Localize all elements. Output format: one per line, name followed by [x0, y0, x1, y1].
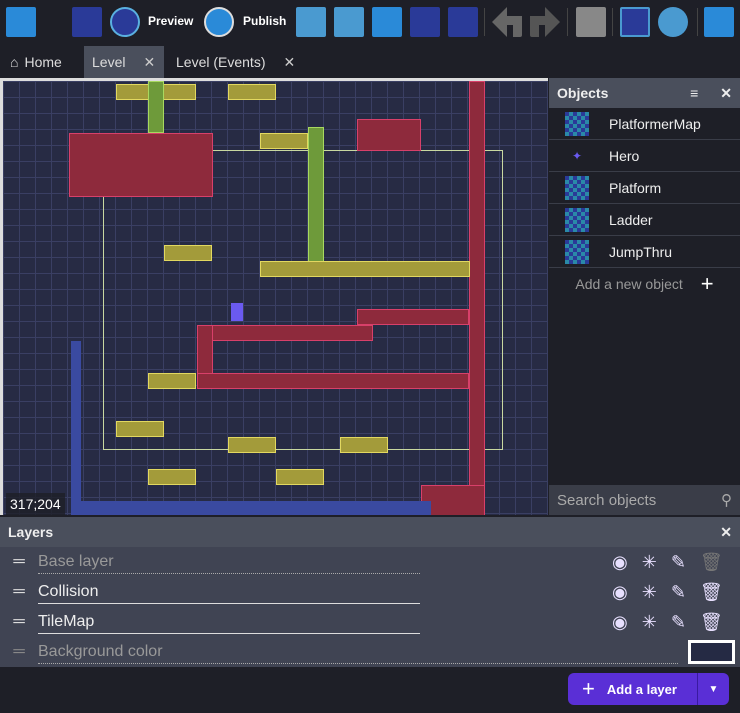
hero-sprite-icon: ✦ — [571, 148, 583, 163]
platform-instance[interactable] — [421, 485, 485, 515]
platform-instance[interactable] — [69, 133, 213, 197]
platform-instance[interactable] — [357, 309, 469, 325]
publish-icon[interactable] — [204, 7, 234, 37]
lighting-icon[interactable]: ✳ — [641, 611, 657, 632]
objects-panel-icon[interactable] — [296, 7, 326, 37]
background-color-label: Background color — [38, 640, 678, 664]
object-item[interactable]: ✦ Hero — [549, 140, 740, 172]
background-color-swatch[interactable] — [688, 640, 735, 664]
instances-list-icon[interactable] — [410, 7, 440, 37]
jumpthru-instance[interactable] — [260, 261, 470, 277]
preview-button[interactable]: Preview — [148, 14, 194, 28]
jumpthru-instance[interactable] — [276, 469, 324, 485]
scene-bounds — [103, 150, 503, 450]
grid-icon[interactable] — [620, 7, 650, 37]
delete-icon[interactable]: 🗑 — [699, 581, 723, 602]
plus-icon: + — [700, 271, 714, 296]
plus-icon: + — [582, 676, 595, 701]
tab-home[interactable]: ⌂ Home — [10, 54, 62, 70]
tiledsprite-icon — [565, 207, 589, 232]
objects-title: Objects — [557, 85, 609, 101]
visibility-icon[interactable]: ◉ — [612, 581, 628, 602]
layers-title: Layers — [8, 524, 54, 540]
layers-icon[interactable] — [448, 7, 478, 37]
visibility-icon[interactable]: ◉ — [612, 611, 628, 632]
edit-icon[interactable]: ✎ — [670, 611, 686, 632]
cursor-coordinates: 317;204 — [6, 493, 65, 515]
layer-name-input[interactable]: Collision — [38, 580, 420, 604]
object-item[interactable]: JumpThru — [549, 236, 740, 268]
delete-icon: 🗑 — [699, 551, 723, 572]
drag-handle-icon[interactable]: ═ — [13, 583, 25, 600]
project-manager-icon[interactable] — [6, 7, 36, 37]
visibility-icon[interactable]: ◉ — [612, 551, 628, 572]
layer-name-input[interactable]: TileMap — [38, 610, 420, 634]
close-tab-icon[interactable]: ✕ — [143, 53, 156, 70]
platform-instance[interactable] — [469, 81, 485, 515]
mask-icon[interactable] — [576, 7, 606, 37]
jumpthru-instance[interactable] — [228, 84, 276, 100]
objects-panel: Objects ≡ ✕ PlatformerMap ✦ Hero Platform L… — [549, 78, 740, 515]
close-icon[interactable]: ✕ — [720, 84, 732, 101]
drag-handle-icon: ═ — [13, 643, 25, 660]
tab-level[interactable]: Level ✕ — [84, 46, 164, 78]
tab-level-events[interactable]: Level (Events) ✕ — [176, 53, 296, 71]
tiledsprite-icon — [565, 239, 589, 264]
drag-handle-icon[interactable]: ═ — [13, 553, 25, 570]
home-icon: ⌂ — [10, 54, 19, 70]
object-item[interactable]: Platform — [549, 172, 740, 204]
debugger-icon[interactable] — [72, 7, 102, 37]
filter-icon[interactable]: ≡ — [690, 85, 699, 101]
search-objects-input[interactable]: Search objects ⚲ — [549, 485, 740, 515]
drag-handle-icon[interactable]: ═ — [13, 613, 25, 630]
platform-instance[interactable] — [357, 119, 421, 151]
toolbar: Preview Publish — [0, 0, 740, 46]
jumpthru-instance[interactable] — [148, 469, 196, 485]
tile-floor — [71, 501, 431, 515]
properties-icon[interactable] — [372, 7, 402, 37]
tiledsprite-icon — [565, 175, 589, 200]
hero-instance[interactable] — [231, 303, 243, 321]
layer-row: ═ Collision ◉ ✳ ✎ 🗑 — [0, 577, 740, 607]
layer-row: ═ Base layer ◉ ✳ ✎ 🗑 — [0, 547, 740, 577]
settings-icon[interactable] — [704, 7, 734, 37]
background-color-row: ═ Background color — [0, 637, 740, 667]
preview-icon[interactable] — [110, 7, 140, 37]
tile-column — [71, 341, 81, 515]
jumpthru-instance[interactable] — [260, 133, 308, 149]
undo-icon[interactable] — [492, 7, 522, 37]
dropdown-arrow-icon[interactable]: ▼ — [697, 673, 729, 705]
jumpthru-instance[interactable] — [164, 245, 212, 261]
object-item[interactable]: Ladder — [549, 204, 740, 236]
layer-row: ═ TileMap ◉ ✳ ✎ 🗑 — [0, 607, 740, 637]
platform-instance[interactable] — [197, 373, 469, 389]
ladder-instance[interactable] — [148, 81, 164, 133]
add-object-button[interactable]: Add a new object + — [575, 271, 714, 296]
jumpthru-instance[interactable] — [116, 421, 164, 437]
layer-name-input[interactable]: Base layer — [38, 550, 420, 574]
publish-button[interactable]: Publish — [243, 14, 287, 28]
edit-icon[interactable]: ✎ — [670, 581, 686, 602]
jumpthru-instance[interactable] — [228, 437, 276, 453]
add-layer-button[interactable]: + Add a layer ▼ — [568, 673, 729, 705]
jumpthru-instance[interactable] — [340, 437, 388, 453]
lighting-icon[interactable]: ✳ — [641, 581, 657, 602]
close-tab-icon[interactable]: ✕ — [283, 53, 296, 70]
jumpthru-instance[interactable] — [148, 373, 196, 389]
search-icon: ⚲ — [721, 492, 732, 509]
redo-icon[interactable] — [530, 7, 560, 37]
scene-canvas[interactable]: 317;204 — [0, 78, 548, 515]
zoom-reset-icon[interactable] — [658, 7, 688, 37]
layers-panel: Layers ✕ ═ Base layer ◉ ✳ ✎ 🗑 ═ Collision ◉ ✳… — [0, 517, 740, 667]
tilemap-icon — [565, 111, 589, 136]
close-icon[interactable]: ✕ — [720, 523, 732, 540]
tab-bar: ⌂ Home Level ✕ Level (Events) ✕ — [0, 46, 740, 78]
object-item[interactable]: PlatformerMap — [549, 108, 740, 140]
edit-icon[interactable]: ✎ — [670, 551, 686, 572]
platform-instance[interactable] — [197, 325, 373, 341]
ladder-instance[interactable] — [308, 127, 324, 267]
lighting-icon[interactable]: ✳ — [641, 551, 657, 572]
delete-icon[interactable]: 🗑 — [699, 611, 723, 632]
object-groups-icon[interactable] — [334, 7, 364, 37]
